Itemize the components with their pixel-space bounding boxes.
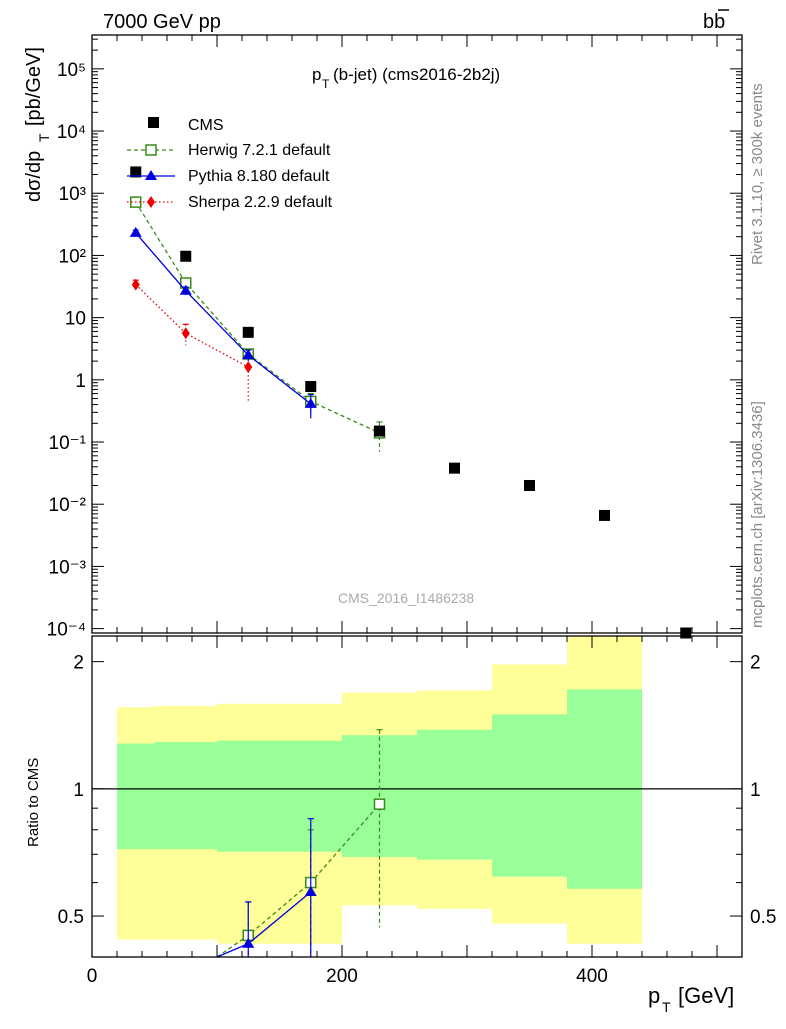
cms-point bbox=[242, 326, 254, 338]
main-y-tick-label: 10 bbox=[65, 309, 86, 330]
legend-marker-cms bbox=[148, 117, 159, 128]
ratio-band-inner bbox=[417, 729, 492, 860]
main-ylabel-a: dσ/dp bbox=[23, 151, 45, 202]
xlabel-b: [GeV] bbox=[678, 983, 734, 1008]
x-tick-label: 0 bbox=[87, 966, 98, 987]
rivet-text: Rivet 3.1.10, ≥ 300k events bbox=[749, 83, 766, 265]
sherpa-point bbox=[244, 361, 253, 374]
cms-point bbox=[180, 250, 192, 262]
mcplots-text: mcplots.cern.ch [arXiv:1306.3436] bbox=[749, 401, 766, 628]
ratio-y-tick-label-right: 0.5 bbox=[750, 907, 776, 928]
pythia-line bbox=[135, 232, 312, 405]
x-tick-label: 200 bbox=[326, 966, 358, 987]
ratio-bands bbox=[92, 636, 742, 944]
ratio-band-inner bbox=[492, 714, 567, 877]
main-y-tick-label: 10⁻⁴ bbox=[47, 620, 86, 641]
energy-label: 7000 GeV pp bbox=[103, 11, 221, 33]
main-ylabel: dσ/dp T [pb/GeV] bbox=[23, 47, 52, 202]
pythia-point bbox=[304, 397, 317, 408]
ratio-y-tick-label: 1 bbox=[73, 780, 84, 801]
main-y-tick-label: 10² bbox=[59, 246, 86, 267]
cms-point bbox=[130, 166, 142, 178]
main-y-tick-label: 10³ bbox=[59, 184, 86, 205]
xlabel-sub: T bbox=[662, 999, 671, 1015]
ratio-y-tick-label-right: 1 bbox=[750, 780, 761, 801]
sherpa-point bbox=[131, 278, 140, 291]
legend-marker-pythia bbox=[145, 170, 157, 180]
herwig-line bbox=[135, 201, 380, 434]
plot-title-main: p bbox=[312, 65, 321, 84]
main-ylabel-sub: T bbox=[36, 133, 52, 142]
main-series bbox=[129, 166, 692, 639]
ratio-y-tick-label-right: 2 bbox=[750, 653, 761, 674]
cms-point bbox=[524, 479, 535, 491]
pythia-point bbox=[242, 349, 255, 360]
plot-title: p T (b-jet) (cms2016-2b2j) bbox=[312, 65, 500, 91]
ratio-ylabel: Ratio to CMS bbox=[25, 758, 42, 847]
ratio-herwig-line bbox=[216, 803, 380, 958]
sherpa-point bbox=[181, 327, 190, 340]
pythia-point bbox=[129, 226, 142, 237]
cms-point bbox=[449, 462, 460, 474]
legend-marker-sherpa bbox=[147, 196, 155, 208]
main-y-tick-label: 1 bbox=[75, 371, 86, 392]
xlabel: p T [GeV] bbox=[648, 983, 734, 1015]
plot-title-rest: (b-jet) (cms2016-2b2j) bbox=[333, 65, 500, 84]
ratio-band-inner bbox=[154, 742, 217, 850]
cms-point bbox=[374, 425, 385, 437]
axes: 0 200 400 10⁻⁴ 10⁻³ 10⁻² 10⁻¹ 1 10 10² 10³ 10⁴ 10⁵ 0.… bbox=[47, 34, 776, 987]
ratio-band-inner bbox=[117, 743, 155, 850]
main-y-tick-label: 10⁵ bbox=[57, 60, 86, 81]
cms-point bbox=[599, 509, 610, 521]
ratio-band-inner bbox=[217, 740, 280, 852]
plot-title-sub: T bbox=[322, 77, 330, 91]
ratio-y-tick-label: 2 bbox=[73, 653, 84, 674]
ratio-herwig-point bbox=[373, 798, 386, 810]
legend-label-pythia: Pythia 8.180 default bbox=[188, 168, 330, 185]
watermark: CMS_2016_I1486238 bbox=[338, 590, 474, 606]
xlabel-a: p bbox=[648, 983, 660, 1008]
cms-point bbox=[305, 381, 317, 393]
ratio-pythia-point bbox=[242, 937, 255, 948]
legend-label-sherpa: Sherpa 2.2.9 default bbox=[188, 194, 333, 211]
legend-marker-herwig bbox=[145, 144, 157, 156]
process-label-base: bb bbox=[703, 11, 725, 33]
legend-label-cms: CMS bbox=[188, 117, 224, 134]
ratio-pythia-point bbox=[304, 886, 317, 897]
main-y-tick-label: 10⁴ bbox=[57, 122, 86, 143]
x-tick-label: 400 bbox=[576, 966, 608, 987]
process-label: bb bbox=[703, 9, 729, 33]
legend-label-herwig: Herwig 7.2.1 default bbox=[188, 142, 331, 159]
ratio-y-tick-label: 0.5 bbox=[58, 907, 84, 928]
legend: CMS Herwig 7.2.1 default Pythia 8.180 de… bbox=[127, 117, 333, 211]
sherpa-line bbox=[135, 284, 249, 368]
main-y-tick-label: 10⁻³ bbox=[49, 557, 87, 578]
main-y-tick-label: 10⁻¹ bbox=[49, 433, 87, 454]
pythia-point bbox=[179, 284, 192, 295]
ratio-lines bbox=[216, 729, 386, 958]
main-ylabel-b: [pb/GeV] bbox=[23, 47, 45, 126]
main-y-tick-label: 10⁻² bbox=[49, 495, 87, 516]
